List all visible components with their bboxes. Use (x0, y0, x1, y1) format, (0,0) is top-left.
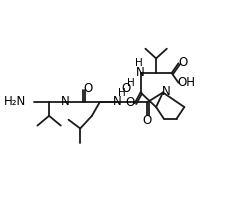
Text: O: O (178, 56, 187, 69)
Text: N: N (136, 66, 144, 79)
Text: H: H (134, 58, 142, 68)
Text: H₂N: H₂N (3, 95, 26, 108)
Text: N: N (61, 95, 70, 108)
Text: O: O (142, 114, 151, 127)
Text: OH: OH (176, 76, 195, 89)
Text: O: O (83, 82, 92, 95)
Text: H: H (118, 88, 125, 99)
Text: N: N (161, 85, 170, 98)
Text: N: N (112, 95, 121, 108)
Text: O: O (125, 96, 134, 109)
Text: H: H (126, 78, 134, 88)
Text: O: O (121, 82, 130, 95)
